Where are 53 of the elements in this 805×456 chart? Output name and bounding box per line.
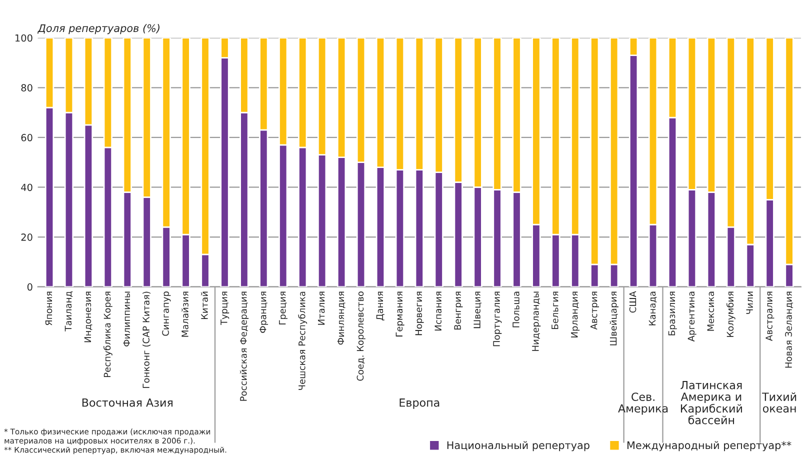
x-tick-label: Япония — [45, 292, 52, 326]
x-tick-label: Новая Зеландия — [785, 292, 794, 368]
y-tick-label: 80 — [21, 84, 32, 92]
x-tick-label: Португалия — [493, 292, 502, 346]
x-tick-label: Дания — [376, 292, 384, 320]
x-tick-label: Австралия — [766, 292, 774, 341]
legend-label: Национальный репертуар — [447, 441, 590, 452]
x-tick-label: Германия — [396, 292, 404, 336]
x-tick-label: Колумбия — [726, 292, 736, 337]
x-tick-label: Швейцария — [610, 292, 618, 346]
y-tick-label: 60 — [21, 134, 32, 142]
x-tick-label: Венгрия — [454, 292, 463, 330]
x-tick-label: Польша — [512, 292, 520, 328]
x-tick-label: Китай — [200, 292, 208, 320]
x-tick-label: Бельгия — [552, 292, 558, 329]
x-tick-label: Австрия — [590, 292, 599, 330]
x-tick-label: Канада — [648, 292, 657, 326]
x-tick-label: Сингапур — [162, 291, 171, 336]
y-tick-label: 40 — [21, 184, 32, 192]
x-tick-label: Таиланд — [64, 291, 73, 332]
text: Тихий океан — [762, 392, 796, 413]
x-tick-label: Испания — [434, 292, 442, 330]
x-tick-label: Соед. Королевство — [356, 291, 366, 381]
x-tick-label: Индонезия — [84, 292, 92, 342]
x-tick-label: Филиппины — [123, 292, 130, 346]
x-tick-label: Гонконг (САР Китая) — [142, 292, 151, 388]
x-tick-label: Греция — [279, 292, 288, 324]
x-tick-label: Чешская Республика — [298, 292, 308, 390]
x-tick-label: Малайзия — [181, 292, 188, 337]
x-tick-label: Франция — [260, 292, 268, 333]
text: Европа — [400, 398, 440, 409]
x-tick-label: Российская Федерация — [240, 292, 249, 401]
x-tick-label: Ирландия — [571, 292, 580, 338]
x-tick-label: Швеция — [474, 292, 482, 328]
y-tick-label: 100 — [15, 34, 32, 42]
x-tick-label: Италия — [318, 292, 325, 325]
text: Восточная Азия — [82, 398, 172, 407]
y-axis-title: Доля репертуаров (%) — [37, 24, 160, 34]
x-tick-label: Норвегия — [415, 292, 424, 336]
x-tick-label: Нидерланды — [532, 292, 541, 351]
y-tick-label: 0 — [27, 283, 32, 291]
x-tick-label: Аргентина — [688, 292, 696, 342]
y-tick-label: 20 — [21, 234, 32, 241]
x-tick-label: Бразилия — [668, 292, 677, 336]
text: Латинская Америка и Карибский бассейн — [680, 381, 742, 424]
x-tick-label: Мексика — [707, 292, 714, 331]
x-tick-label: США — [629, 291, 636, 313]
x-tick-label: Финляндия — [337, 292, 346, 345]
x-tick-label: Чили — [746, 292, 753, 314]
x-tick-label: Республика Корея — [103, 292, 112, 378]
text: Сев. Америка — [618, 392, 668, 415]
legend-label: Международный репертуар** — [627, 441, 792, 452]
x-tick-label: Турция — [220, 292, 230, 326]
